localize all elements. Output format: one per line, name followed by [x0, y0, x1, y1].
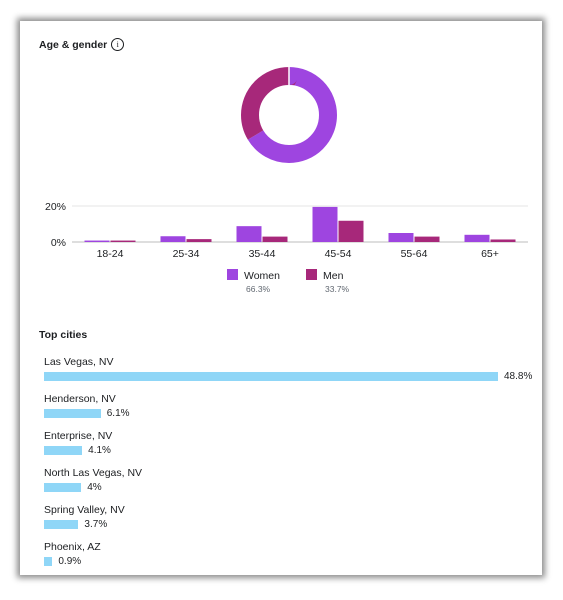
city-bar	[44, 409, 101, 418]
legend-pct-women: 66.3%	[246, 284, 271, 294]
city-pct: 48.8%	[504, 371, 533, 382]
gender-donut-chart	[241, 67, 337, 163]
bar-men-45-54[interactable]	[338, 220, 364, 242]
audience-card: Age & gender i 0% 20% 18-24 25-34 35-44 45-54…	[20, 21, 542, 575]
city-pct: 4%	[87, 482, 102, 493]
bar-men-18-24[interactable]	[110, 240, 136, 242]
y-tick-label: 0%	[51, 237, 66, 249]
city-name: Phoenix, AZ	[44, 541, 101, 553]
age-gender-title: Age & gender	[39, 38, 108, 51]
city-name: Henderson, NV	[44, 393, 116, 405]
info-icon[interactable]: i	[111, 38, 125, 51]
bar-women-45-54[interactable]	[312, 206, 338, 242]
city-pct: 0.9%	[58, 556, 82, 567]
age-gender-header: Age & gender i	[39, 38, 125, 51]
legend-item-women[interactable]: Women	[227, 269, 280, 282]
city-bar	[44, 557, 53, 566]
city-bar	[44, 483, 82, 492]
bar-women-65+[interactable]	[464, 234, 490, 242]
city-bar	[44, 446, 83, 455]
city-name: Enterprise, NV	[44, 430, 113, 442]
legend-pct-men: 33.7%	[325, 284, 350, 294]
bar-men-25-34[interactable]	[186, 239, 212, 242]
bar-men-65+[interactable]	[490, 239, 516, 242]
x-tick-label: 55-64	[401, 248, 428, 260]
city-bar	[44, 520, 79, 529]
x-tick-label: 18-24	[97, 248, 124, 260]
city-pct: 4.1%	[88, 445, 111, 456]
age-bar-chart: 0% 20% 18-24 25-34 35-44 45-54 55-64 65+	[45, 201, 528, 260]
y-tick-label: 20%	[45, 201, 66, 213]
top-cities-title: Top cities	[39, 329, 88, 341]
x-tick-label: 65+	[481, 248, 499, 260]
legend-item-men[interactable]: Men	[306, 269, 343, 282]
x-tick-label: 25-34	[173, 248, 200, 260]
legend-swatch-men	[306, 269, 317, 280]
city-bar	[44, 372, 498, 381]
x-tick-label: 45-54	[325, 248, 352, 260]
city-name: North Las Vegas, NV	[44, 467, 143, 479]
bar-women-25-34[interactable]	[160, 236, 186, 242]
city-pct: 3.7%	[84, 519, 108, 530]
x-tick-label: 35-44	[249, 248, 276, 260]
bar-women-35-44[interactable]	[236, 226, 262, 242]
bar-men-55-64[interactable]	[414, 236, 440, 242]
bar-men-35-44[interactable]	[262, 236, 288, 242]
city-name: Las Vegas, NV	[44, 356, 114, 368]
bar-women-18-24[interactable]	[84, 240, 110, 242]
city-pct: 6.1%	[106, 408, 130, 419]
city-name: Spring Valley, NV	[44, 504, 125, 516]
bar-women-55-64[interactable]	[388, 233, 414, 242]
legend-swatch-women	[227, 269, 238, 280]
